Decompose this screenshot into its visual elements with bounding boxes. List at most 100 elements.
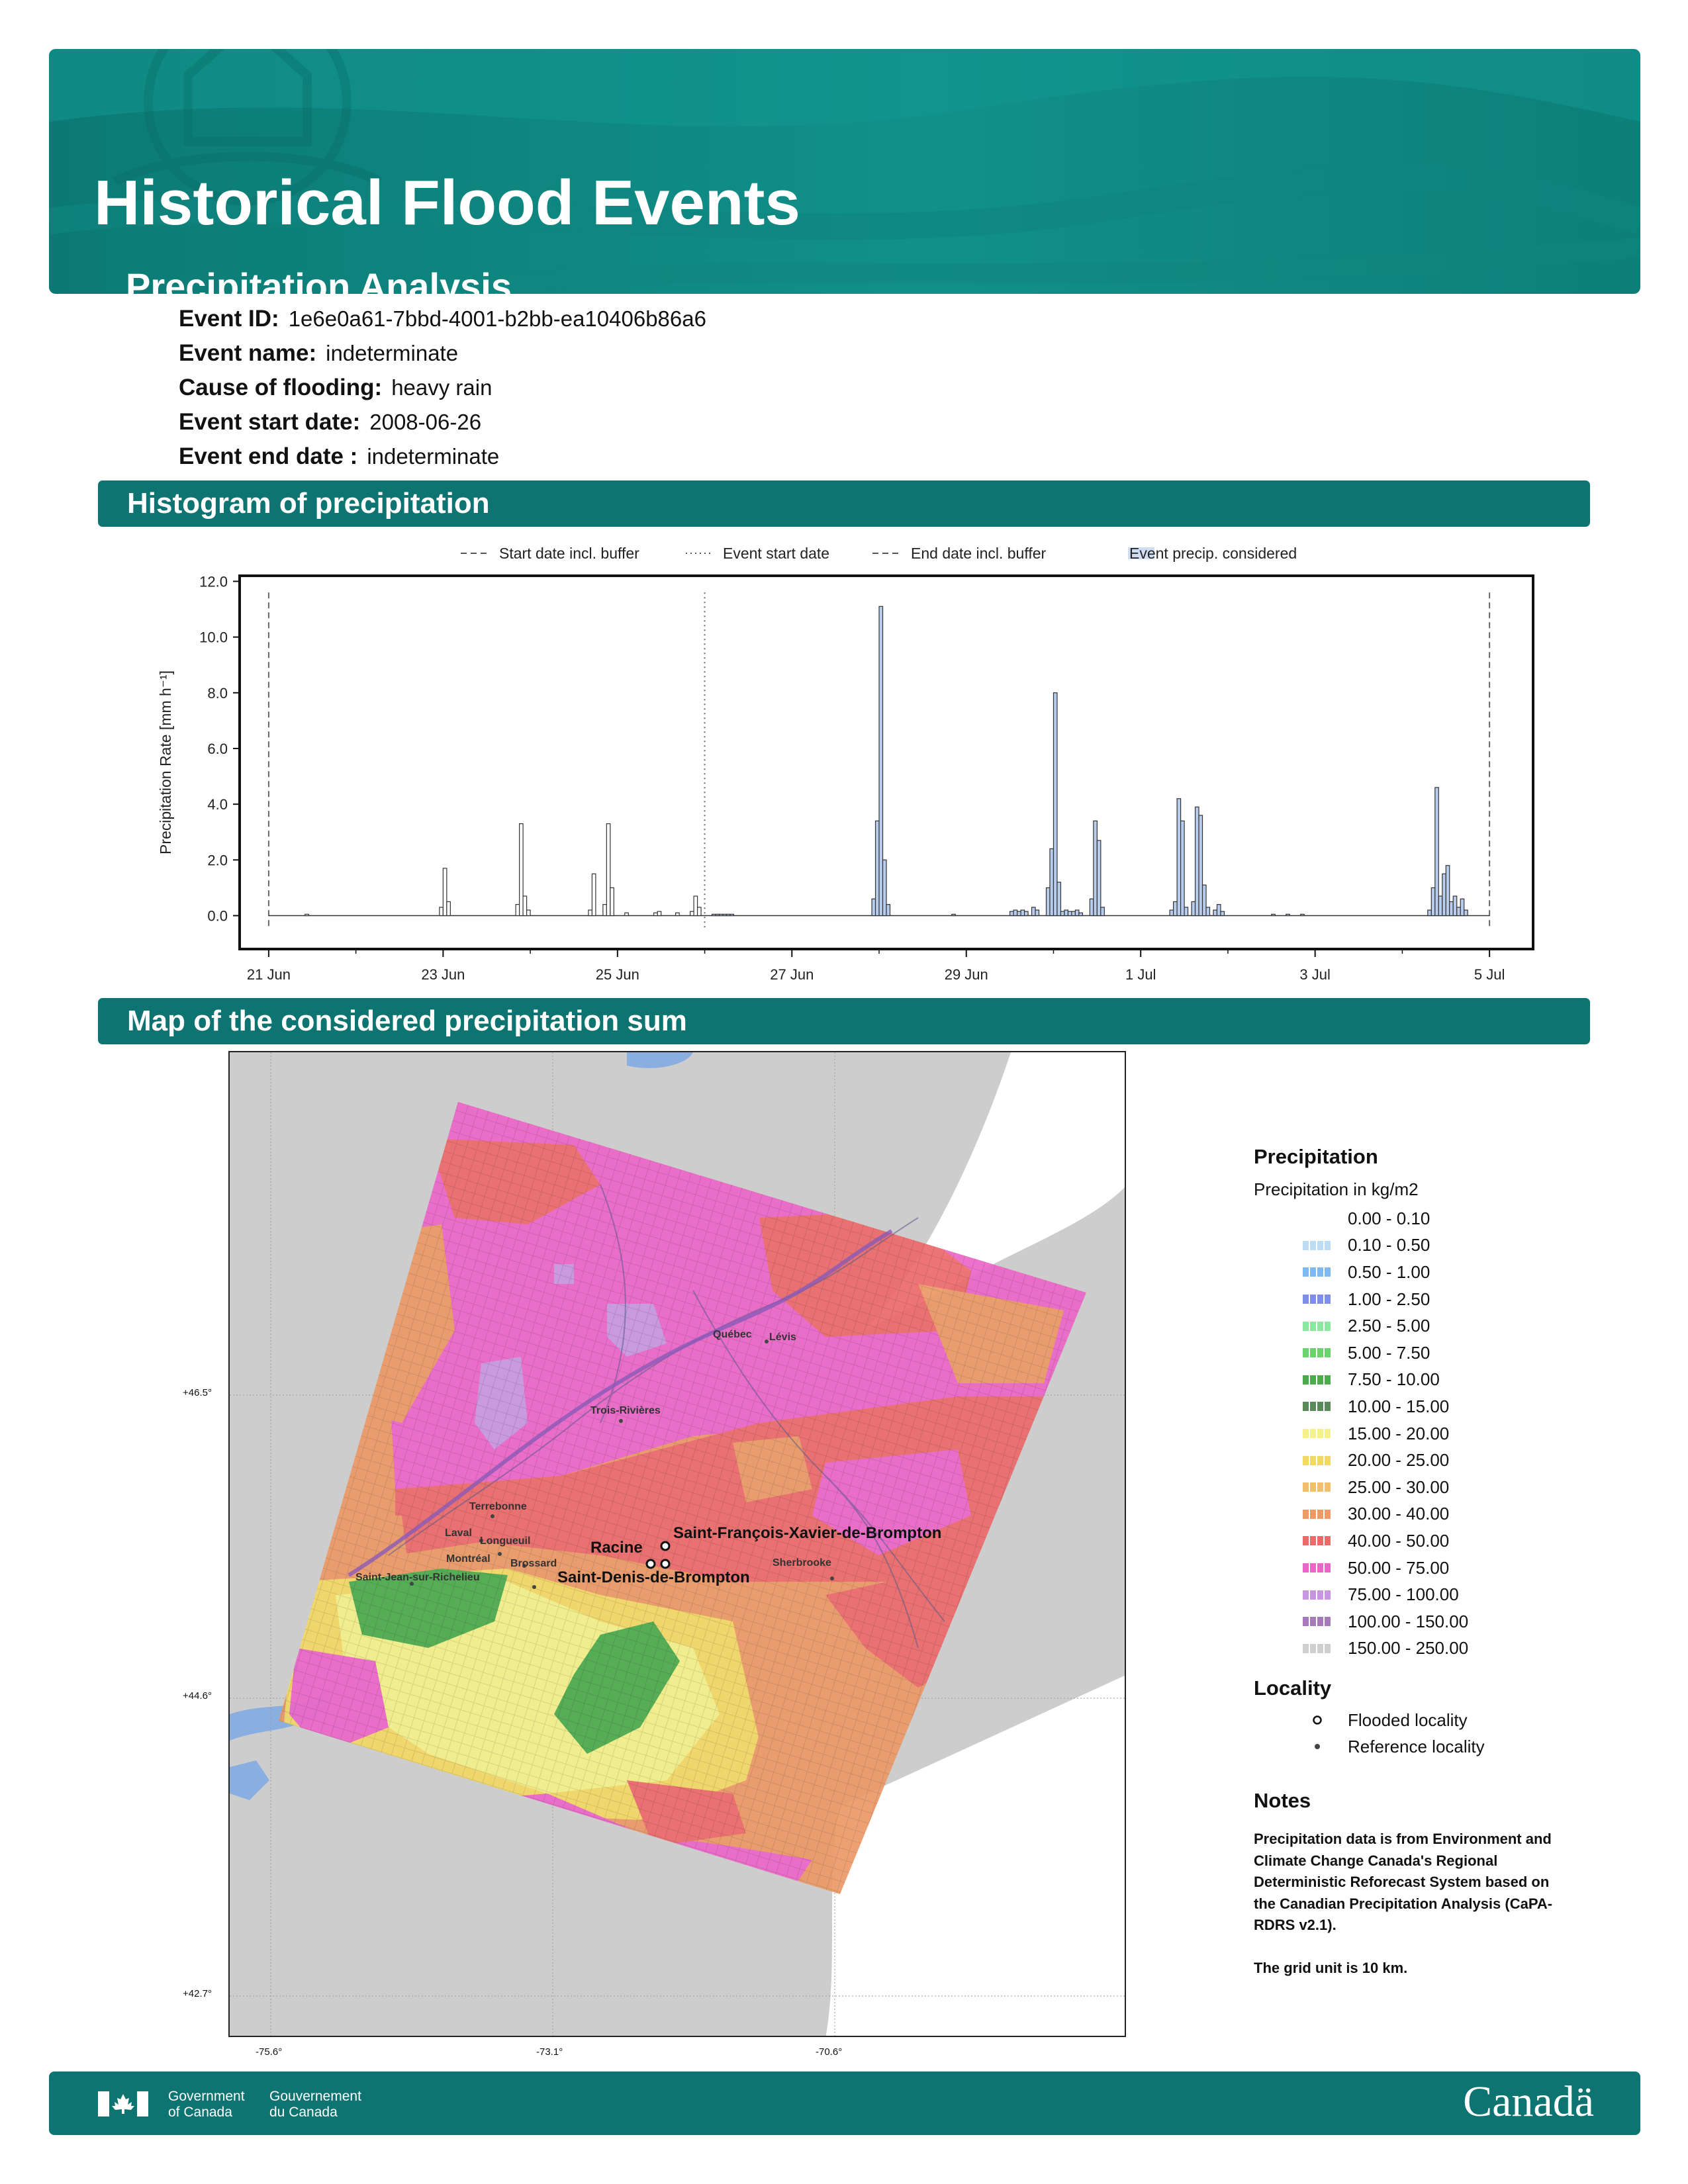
lake-north bbox=[627, 1052, 693, 1068]
legend-swatch bbox=[1303, 1267, 1332, 1277]
event-info: Event ID: 1e6e0a61-7bbd-4001-b2bb-ea1040… bbox=[179, 306, 706, 478]
town-label-trois-rivieres: Trois-Rivières bbox=[590, 1405, 661, 1416]
legend-class-row: 1.00 - 2.50 bbox=[1254, 1286, 1598, 1313]
legend-subtitle: Precipitation in kg/m2 bbox=[1254, 1179, 1419, 1199]
histogram-bar bbox=[711, 913, 716, 917]
histogram-bar bbox=[446, 901, 451, 917]
x-tick-label: 27 Jun bbox=[770, 966, 814, 983]
town-dot bbox=[491, 1514, 494, 1518]
histogram-bar bbox=[1089, 898, 1094, 917]
histogram-bar bbox=[1427, 909, 1432, 917]
footer: Government of Canada Gouvernement du Can… bbox=[49, 2071, 1640, 2135]
legend-class-label: 2.50 - 5.00 bbox=[1348, 1316, 1430, 1336]
histogram-bar bbox=[729, 913, 735, 917]
open-circle-icon bbox=[1303, 1715, 1332, 1725]
histogram-bar bbox=[882, 859, 887, 917]
legend-class-row: 0.10 - 0.50 bbox=[1254, 1232, 1598, 1259]
end-date-row: Event end date : indeterminate bbox=[179, 443, 706, 478]
gov-fr-line2: du Canada bbox=[269, 2105, 338, 2120]
legend-swatch bbox=[1303, 1348, 1332, 1358]
histogram-bar bbox=[439, 907, 444, 917]
histogram-bar bbox=[1191, 901, 1196, 917]
locality-reference-label: Reference locality bbox=[1348, 1736, 1485, 1756]
histogram-bar bbox=[1074, 909, 1080, 917]
histogram-bar bbox=[1434, 787, 1439, 917]
canada-flag-icon bbox=[98, 2091, 148, 2116]
histogram-bar bbox=[522, 895, 528, 917]
banner-wave-decoration bbox=[49, 49, 1640, 294]
legend-class-label: 10.00 - 15.00 bbox=[1348, 1396, 1450, 1416]
histogram-bar bbox=[1430, 887, 1436, 917]
x-tick-label: 5 Jul bbox=[1474, 966, 1505, 983]
histogram-bar bbox=[606, 823, 611, 917]
legend-event-start: Event start date bbox=[723, 545, 829, 562]
legend-swatch bbox=[1303, 1643, 1332, 1653]
legend-class-row: 100.00 - 150.00 bbox=[1254, 1608, 1598, 1635]
lon-label: -70.6° bbox=[816, 2046, 843, 2058]
header-banner: Historical Flood Events Precipitation An… bbox=[49, 49, 1640, 294]
y-tick-label: 8.0 bbox=[207, 685, 228, 702]
end-date-value: indeterminate bbox=[367, 444, 500, 469]
histogram-bar bbox=[1220, 911, 1225, 917]
notes-line: Deterministic Reforecast System based on bbox=[1254, 1874, 1550, 1891]
flooded-label-sddb: Saint-Denis-de-Brompton bbox=[557, 1569, 750, 1586]
atlantic-water bbox=[825, 1675, 1125, 2036]
histogram-bar bbox=[1013, 909, 1018, 917]
histogram-bar bbox=[1286, 913, 1290, 917]
flooded-marker bbox=[645, 1559, 656, 1569]
histogram-bar bbox=[874, 820, 880, 917]
histogram-bar bbox=[591, 873, 596, 917]
legend-class-label: 1.00 - 2.50 bbox=[1348, 1289, 1430, 1309]
histogram-bar bbox=[1205, 907, 1211, 917]
town-label-brossard: Brossard bbox=[510, 1558, 557, 1569]
legend-swatch bbox=[1303, 1214, 1332, 1224]
histogram-bar bbox=[1452, 895, 1458, 917]
histogram-bar bbox=[1184, 907, 1189, 917]
legend-swatch bbox=[1303, 1402, 1332, 1412]
histogram-bar bbox=[1020, 909, 1025, 917]
legend-swatch bbox=[1303, 1240, 1332, 1250]
town-dot bbox=[479, 1539, 483, 1543]
legend-swatch bbox=[1303, 1482, 1332, 1492]
cause-label: Cause of flooding: bbox=[179, 375, 383, 400]
legend-swatch bbox=[1303, 1563, 1332, 1573]
event-id-row: Event ID: 1e6e0a61-7bbd-4001-b2bb-ea1040… bbox=[179, 306, 706, 340]
histogram-bar bbox=[515, 904, 520, 917]
locality-flooded-row: Flooded locality bbox=[1254, 1707, 1598, 1733]
legend-patch bbox=[1128, 547, 1154, 559]
y-axis-label: Precipitation Rate [mm h⁻¹] bbox=[157, 670, 174, 854]
notes-line: Precipitation data is from Environment a… bbox=[1254, 1831, 1552, 1848]
x-tick-label: 21 Jun bbox=[247, 966, 291, 983]
legend-class-row: 75.00 - 100.00 bbox=[1254, 1581, 1598, 1608]
histogram-bar bbox=[1031, 907, 1036, 917]
legend-class-label: 30.00 - 40.00 bbox=[1348, 1504, 1450, 1524]
y-tick-label: 12.0 bbox=[199, 573, 228, 590]
legend-class-label: 25.00 - 30.00 bbox=[1348, 1477, 1450, 1497]
legend-class-label: 5.00 - 7.50 bbox=[1348, 1342, 1430, 1363]
notes-text: Precipitation data is from Environment a… bbox=[1254, 1829, 1598, 1979]
precipitation-histogram: Start date incl. buffer Event start date… bbox=[157, 545, 1534, 983]
flooded-localities bbox=[645, 1541, 671, 1569]
map-section-header: Map of the considered precipitation sum bbox=[98, 998, 1590, 1044]
histogram-bar bbox=[886, 904, 891, 917]
histogram-bar bbox=[951, 913, 956, 917]
notes-line: The grid unit is 10 km. bbox=[1254, 1959, 1408, 1976]
legend-class-label: 0.00 - 0.10 bbox=[1348, 1208, 1430, 1228]
flooded-label-racine: Racine bbox=[590, 1539, 643, 1557]
town-label-saint-jean: Saint-Jean-sur-Richelieu bbox=[355, 1572, 480, 1583]
town-dot bbox=[619, 1419, 623, 1423]
notes-line: the Canadian Precipitation Analysis (CaP… bbox=[1254, 1895, 1553, 1912]
town-label-quebec: Québec bbox=[713, 1329, 752, 1340]
histogram-bar bbox=[1213, 909, 1218, 917]
legend-class-row: 150.00 - 250.00 bbox=[1254, 1635, 1598, 1662]
lake-ontario-edge bbox=[230, 1760, 269, 1800]
y-tick-label: 4.0 bbox=[207, 796, 228, 813]
precipitation-map: Québec Lévis Trois-Rivières Terrebonne L… bbox=[228, 1051, 1126, 2037]
map-legend: Precipitation Precipitation in kg/m2 0.0… bbox=[1254, 1145, 1598, 1979]
start-date-label: Event start date: bbox=[179, 409, 361, 435]
histogram-bar bbox=[1216, 904, 1221, 917]
legend-class-row: 25.00 - 30.00 bbox=[1254, 1474, 1598, 1501]
legend-considered: Event precip. considered bbox=[1129, 545, 1297, 562]
y-tick-label: 6.0 bbox=[207, 741, 228, 757]
town-label-montreal: Montréal bbox=[446, 1553, 491, 1565]
